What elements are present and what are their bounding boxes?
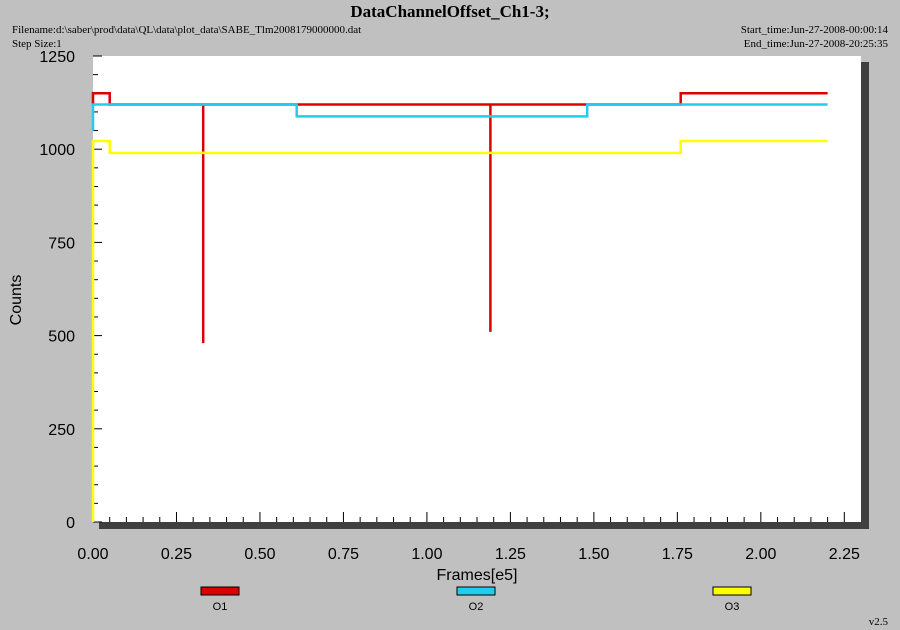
- legend: O1 O2 O3: [200, 586, 752, 613]
- y-tick-label: 750: [48, 235, 75, 252]
- start-time-label: Start_time:Jun-27-2008-00:00:14: [740, 24, 888, 36]
- x-tick-label: 1.75: [662, 546, 693, 563]
- y-tick-label: 1250: [39, 49, 75, 66]
- chart-title: DataChannelOffset_Ch1-3;: [350, 2, 550, 21]
- x-tick-label: 0.25: [161, 546, 192, 563]
- y-axis: 0 250 500 750 1000 1250: [39, 49, 102, 532]
- series-line-o3: [91, 139, 828, 522]
- y-tick-label: 500: [48, 329, 75, 346]
- y-axis-title: Counts: [8, 275, 25, 326]
- x-tick-label: 1.25: [495, 546, 526, 563]
- y-tick-label: 1000: [39, 142, 75, 159]
- x-tick-label: 0.75: [328, 546, 359, 563]
- legend-swatch-o2: [456, 586, 496, 596]
- x-tick-label: 1.00: [411, 546, 442, 563]
- version-label: v2.5: [868, 616, 888, 628]
- x-tick-label: 2.25: [829, 546, 860, 563]
- x-axis-title: Frames[e5]: [437, 567, 518, 584]
- plot-area: [93, 56, 861, 522]
- x-tick-label: 2.00: [745, 546, 776, 563]
- step-size-label: Step Size:1: [12, 38, 62, 50]
- series-layer: [91, 92, 828, 522]
- filename-label: Filename:d:\saber\prod\data\QL\data\plot…: [12, 24, 362, 36]
- legend-swatch-o3: [712, 586, 752, 596]
- y-tick-label: 250: [48, 422, 75, 439]
- legend-swatch-o1: [200, 586, 240, 596]
- legend-label-o1: O1: [213, 601, 228, 613]
- series-line-o2: [91, 103, 828, 131]
- x-tick-label: 1.50: [578, 546, 609, 563]
- legend-label-o3: O3: [725, 601, 740, 613]
- x-tick-label: 0.50: [244, 546, 275, 563]
- legend-label-o2: O2: [469, 601, 484, 613]
- y-tick-label: 0: [66, 515, 75, 532]
- x-tick-label: 0.00: [77, 546, 108, 563]
- x-axis: 0.00 0.25 0.50 0.75 1.00 1.25 1.50 1.75 2.00 2.25: [77, 512, 860, 563]
- end-time-label: End_time:Jun-27-2008-20:25:35: [743, 38, 888, 50]
